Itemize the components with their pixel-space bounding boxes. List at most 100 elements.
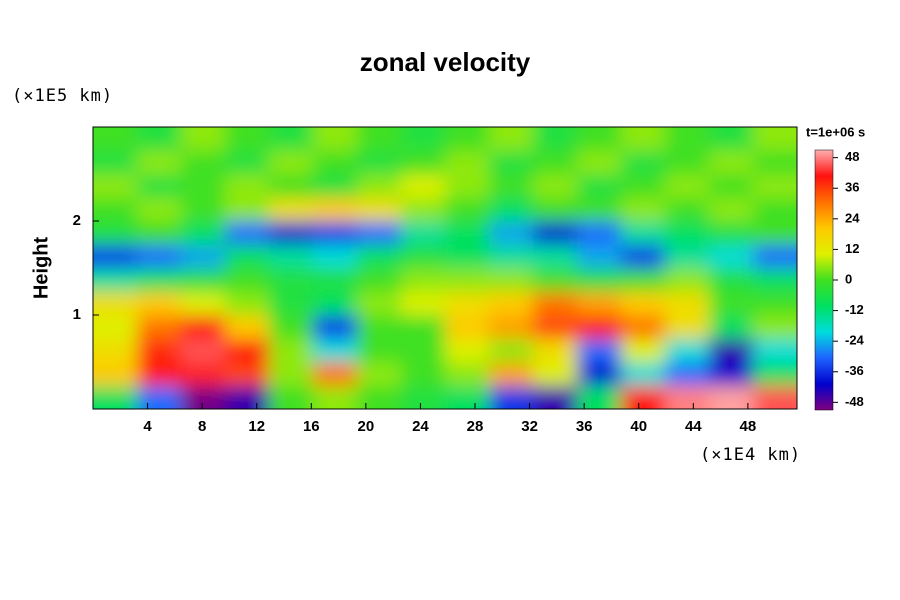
heatmap-cell	[181, 197, 226, 222]
heatmap-cell	[665, 244, 710, 269]
heatmap-cell	[313, 150, 358, 175]
heatmap-cell	[225, 362, 270, 386]
x-tick-label: 8	[198, 418, 206, 435]
heatmap-cell	[753, 268, 797, 292]
heatmap-cell	[401, 174, 446, 198]
x-tick-label: 44	[685, 418, 702, 435]
heatmap-cell	[665, 127, 710, 151]
heatmap-cell	[181, 150, 226, 175]
heatmap-cell	[93, 174, 138, 198]
heatmap-cell	[621, 150, 666, 175]
heatmap-cell	[665, 197, 710, 222]
heatmap-cell	[665, 362, 710, 386]
heatmap-cell	[181, 268, 226, 292]
heatmap-cell	[577, 268, 622, 292]
heatmap-cell	[357, 174, 402, 198]
heatmap-cell	[357, 268, 402, 292]
colorbar-tick-label: -12	[845, 302, 864, 317]
heatmap-cell	[445, 244, 490, 269]
heatmap-cell	[313, 338, 358, 363]
heatmap-cell	[533, 362, 578, 386]
heatmap-cell	[489, 385, 534, 409]
heatmap-cell	[753, 315, 797, 339]
plot-area	[93, 127, 797, 409]
heatmap-cell	[445, 150, 490, 175]
heatmap-cell	[753, 362, 797, 386]
heatmap-cell	[665, 174, 710, 198]
heatmap-cell	[269, 150, 314, 175]
heatmap-cell	[93, 197, 138, 222]
heatmap-cell	[621, 362, 666, 386]
heatmap-cell	[357, 221, 402, 245]
heatmap-cell	[137, 150, 182, 175]
heatmap-cell	[533, 197, 578, 222]
heatmap-cell	[401, 127, 446, 151]
heatmap-cell	[489, 244, 534, 269]
heatmap-cell	[93, 385, 138, 409]
heatmap-cell	[93, 315, 138, 339]
heatmap-cell	[753, 244, 797, 269]
heatmap-cell	[225, 268, 270, 292]
heatmap-cell	[313, 197, 358, 222]
heatmap-cell	[621, 197, 666, 222]
heatmap-cell	[489, 197, 534, 222]
heatmap-cell	[753, 385, 797, 409]
heatmap-cell	[401, 244, 446, 269]
heatmap-cell	[225, 385, 270, 409]
heatmap-cell	[709, 338, 754, 363]
heatmap-cell	[753, 221, 797, 245]
heatmap-cell	[709, 197, 754, 222]
heatmap-cell	[269, 315, 314, 339]
heatmap-cell	[401, 150, 446, 175]
y-tick-label: 2	[73, 212, 81, 229]
heatmap-cell	[665, 315, 710, 339]
heatmap-cell	[709, 174, 754, 198]
heatmap-cell	[181, 221, 226, 245]
heatmap-cell	[709, 385, 754, 409]
heatmap-cell	[137, 197, 182, 222]
heatmap-cell	[621, 174, 666, 198]
heatmap-cell	[269, 127, 314, 151]
heatmap-cell	[621, 127, 666, 151]
heatmap-cell	[489, 362, 534, 386]
heatmap-cell	[269, 385, 314, 409]
heatmap-cell	[753, 174, 797, 198]
heatmap-cell	[753, 338, 797, 363]
heatmap-cell	[621, 221, 666, 245]
colorbar-title: t=1e+06 s	[806, 124, 865, 139]
colorbar-tick-label: -36	[845, 363, 864, 378]
heatmap-cell	[533, 221, 578, 245]
heatmap-cell	[577, 244, 622, 269]
heatmap-cell	[401, 197, 446, 222]
heatmap-cell	[577, 362, 622, 386]
heatmap-cell	[533, 338, 578, 363]
colorbar-tick-label: 12	[845, 241, 859, 256]
heatmap-cell	[181, 362, 226, 386]
heatmap-cell	[313, 244, 358, 269]
heatmap-cell	[577, 221, 622, 245]
heatmap-cell	[93, 150, 138, 175]
heatmap-cell	[269, 338, 314, 363]
y-axis-label: Height	[30, 237, 52, 300]
heatmap-cell	[137, 174, 182, 198]
heatmap-cell	[181, 315, 226, 339]
heatmap-cell	[357, 362, 402, 386]
heatmap-cell	[445, 221, 490, 245]
heatmap-cell	[445, 338, 490, 363]
heatmap-cell	[445, 291, 490, 316]
y-unit: (×1E5 km)	[12, 86, 113, 106]
heatmap-cell	[621, 338, 666, 363]
heatmap-cell	[401, 338, 446, 363]
heatmap-cell	[753, 150, 797, 175]
heatmap-cell	[225, 221, 270, 245]
heatmap-cell	[577, 150, 622, 175]
x-tick-label: 20	[358, 418, 375, 435]
heatmap-cell	[225, 291, 270, 316]
x-tick-label: 12	[248, 418, 265, 435]
heatmap-cell	[93, 244, 138, 269]
heatmap-cell	[533, 385, 578, 409]
heatmap-cell	[137, 315, 182, 339]
heatmap-cell	[137, 221, 182, 245]
heatmap-cell	[269, 174, 314, 198]
